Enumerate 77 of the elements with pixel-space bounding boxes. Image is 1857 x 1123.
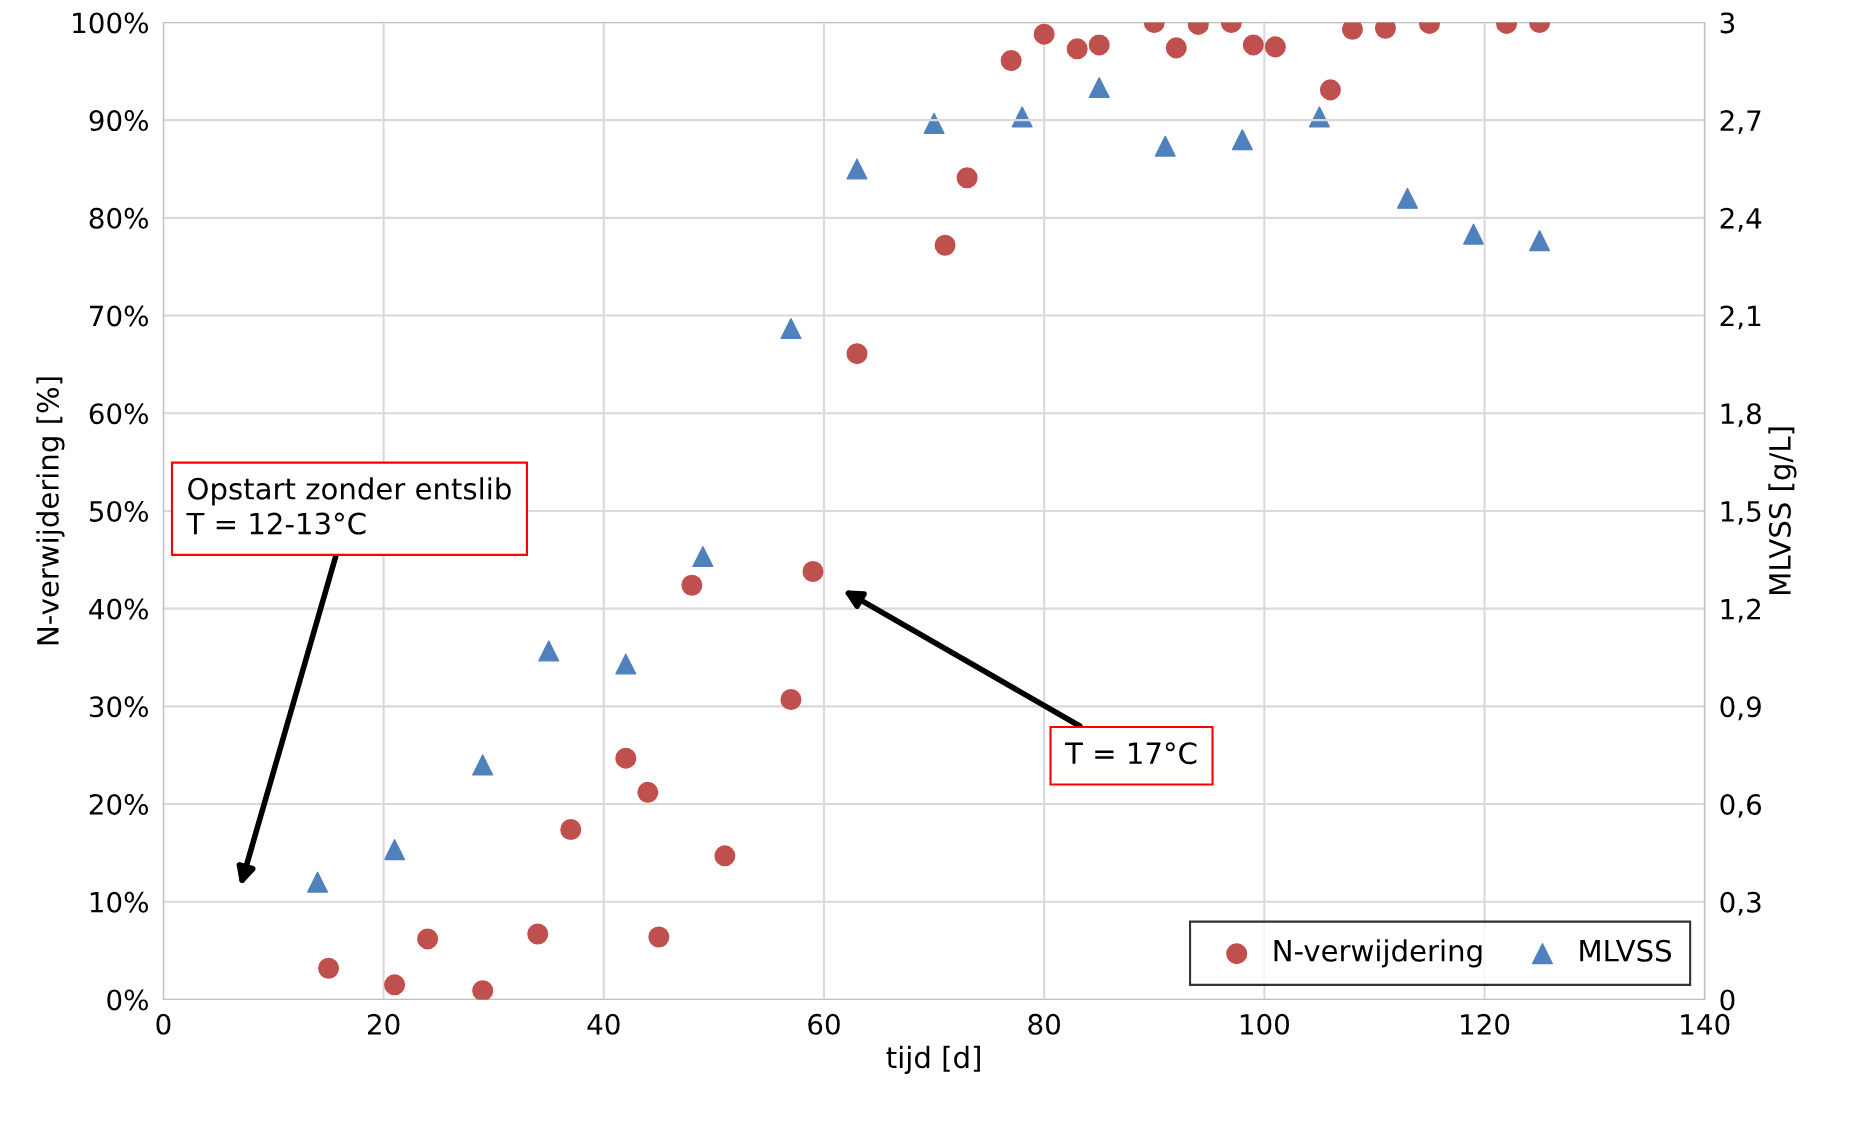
point xyxy=(1529,230,1551,252)
point xyxy=(1341,22,1363,40)
point xyxy=(1319,79,1341,101)
point xyxy=(1000,50,1022,72)
x-tick-label: 40 xyxy=(587,1013,620,1035)
point xyxy=(1154,135,1176,157)
legend-label: N-verwijdering xyxy=(1274,939,1482,968)
y-tick-label: 80% xyxy=(89,207,148,229)
point xyxy=(846,158,868,180)
point xyxy=(538,640,560,662)
point xyxy=(648,926,670,948)
point xyxy=(384,974,406,996)
y2-tick-label: 1,5 xyxy=(1721,501,1761,525)
y2-tick-label: 3 xyxy=(1720,12,1735,34)
point xyxy=(780,318,802,340)
point xyxy=(1231,129,1253,151)
y2-tick-label: 1,2 xyxy=(1721,598,1761,623)
y-tick-label: 10% xyxy=(90,891,148,913)
y-tick-label: 20% xyxy=(89,794,148,816)
point xyxy=(780,689,802,711)
y2-tick-label: 0,6 xyxy=(1720,794,1762,818)
point xyxy=(934,234,956,256)
y2-tick-label: 2,1 xyxy=(1720,305,1761,330)
point xyxy=(1264,36,1286,58)
x-tick-label: 20 xyxy=(367,1013,400,1035)
y-tick-label: 50% xyxy=(89,500,148,522)
point xyxy=(1088,77,1110,99)
point xyxy=(637,781,659,803)
point xyxy=(1396,187,1418,209)
point xyxy=(560,818,582,840)
point xyxy=(1066,38,1088,60)
x-tick-label: 100 xyxy=(1240,1013,1290,1035)
x-tick-label: 60 xyxy=(808,1013,840,1035)
point xyxy=(846,343,868,365)
point xyxy=(527,923,549,945)
y-tick-label: 30% xyxy=(89,696,148,718)
y2-axis-title: MLVSS [g/L] xyxy=(1768,427,1797,595)
point xyxy=(1088,34,1110,56)
point xyxy=(417,928,439,950)
y2-tick-label: 1,8 xyxy=(1721,403,1761,428)
point xyxy=(802,561,824,583)
point xyxy=(714,845,736,867)
point xyxy=(472,980,494,1000)
point xyxy=(318,957,340,979)
annotation: Opstart zonder entslib T = 12-13°C xyxy=(186,477,511,535)
y-tick-label: 100% xyxy=(73,12,148,34)
y2-tick-label: 0 xyxy=(1720,989,1735,1011)
x-tick-label: 80 xyxy=(1028,1013,1060,1035)
y-tick-label: 40% xyxy=(89,598,148,620)
y2-tick-label: 2,4 xyxy=(1720,207,1762,232)
y-axis-title: N-verwijdering [%] xyxy=(36,377,65,645)
point xyxy=(692,546,714,568)
point xyxy=(1033,23,1055,45)
point xyxy=(472,754,494,776)
point xyxy=(615,747,637,769)
y2-tick-label: 0,9 xyxy=(1720,696,1761,721)
y-tick-label: 60% xyxy=(89,403,148,425)
y-tick-label: 0% xyxy=(107,989,148,1011)
x-tick-label: 0 xyxy=(156,1013,171,1035)
point xyxy=(1463,223,1485,245)
point xyxy=(1242,34,1264,56)
point xyxy=(615,653,637,675)
y2-tick-label: 0,3 xyxy=(1720,891,1761,916)
x-tick-label: 140 xyxy=(1681,1013,1730,1035)
annotation: T = 17°C xyxy=(1065,742,1197,765)
y2-tick-label: 2,7 xyxy=(1720,110,1761,134)
x-axis-title: tijd [d] xyxy=(886,1045,980,1075)
point xyxy=(956,167,978,189)
point xyxy=(1165,37,1187,59)
legend-label: MLVSS xyxy=(1580,939,1672,962)
point xyxy=(307,871,329,893)
x-tick-label: 120 xyxy=(1461,1013,1510,1035)
point xyxy=(681,574,703,596)
y-tick-label: 70% xyxy=(90,305,148,327)
point xyxy=(923,112,945,134)
y-tick-label: 90% xyxy=(89,110,148,132)
point xyxy=(384,839,406,861)
